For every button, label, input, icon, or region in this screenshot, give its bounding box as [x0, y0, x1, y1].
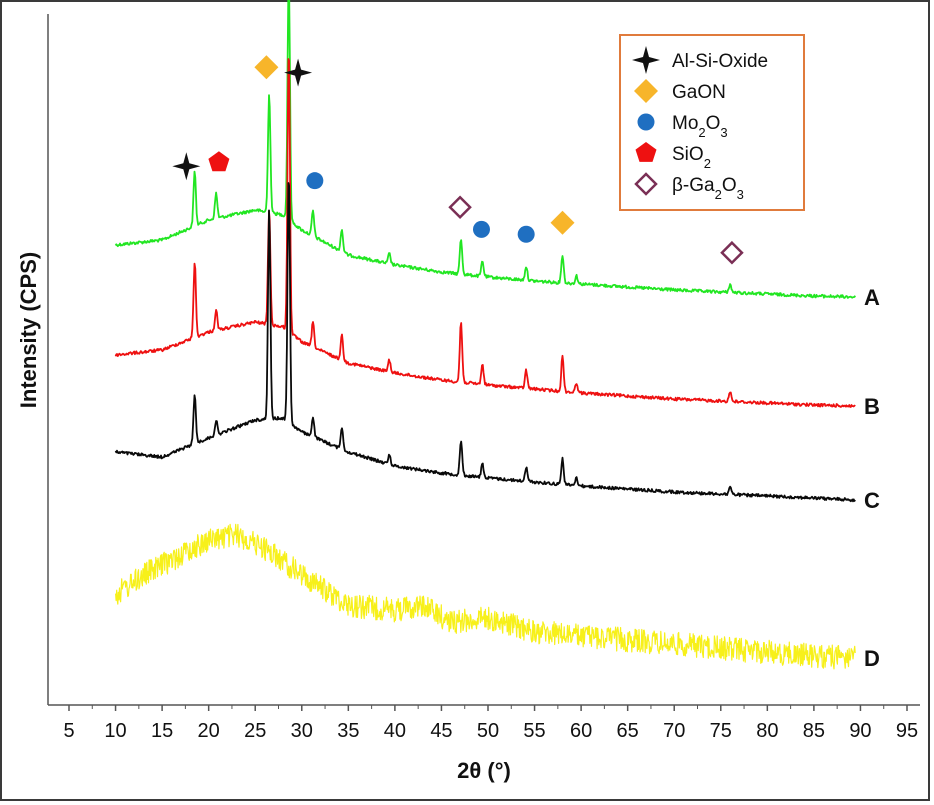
x-tick-label: 90 [849, 720, 871, 742]
x-tick-label: 95 [896, 720, 918, 742]
series-layer [114, 0, 856, 670]
x-tick-label: 60 [570, 720, 592, 742]
x-tick-label: 35 [337, 720, 359, 742]
x-tick-label: 50 [477, 720, 499, 742]
x-axis-title: 2θ (°) [457, 758, 511, 783]
phase-marker-diamond [254, 55, 279, 80]
legend-marker-diamond [634, 79, 658, 103]
legend-marker-circle [637, 113, 655, 131]
legend-marker-four-point-star [632, 46, 660, 74]
series-label-a: A [864, 285, 880, 310]
legend: Al-Si-Oxide GaON Mo2O3 SiO2 β-Ga2O3 [619, 34, 805, 211]
phase-marker-four-point-star [172, 152, 201, 181]
x-tick-label: 65 [617, 720, 639, 742]
y-axis-title: Intensity (CPS) [16, 252, 41, 408]
phase-marker-diamond [550, 210, 575, 235]
legend-label: Mo2O3 [672, 113, 728, 140]
x-tick-label: 55 [523, 720, 545, 742]
x-ticks: 5 10 15 20 25 30 35 40 45 50 55 60 65 70 75 80 85 90 95 [63, 705, 918, 742]
phase-marker-pentagon [208, 151, 230, 172]
phase-marker-circle [517, 225, 535, 243]
x-tick-label: 30 [291, 720, 313, 742]
legend-entries: Al-Si-Oxide GaON Mo2O3 SiO2 β-Ga2O3 [632, 46, 768, 202]
axes [47, 14, 920, 706]
legend-label: β-Ga2O3 [672, 175, 744, 202]
phase-marker-circle [306, 172, 324, 190]
x-tick-label: 45 [430, 720, 452, 742]
phase-marker-open-diamond [720, 240, 744, 265]
legend-label: GaON [672, 82, 726, 103]
series-label-d: D [864, 646, 880, 671]
series-line-b [114, 58, 856, 408]
legend-marker-open-diamond [634, 172, 658, 196]
x-tick-label: 75 [710, 720, 732, 742]
series-labels: A B C D [864, 285, 880, 671]
x-tick-label: 15 [151, 720, 173, 742]
x-tick-label: 80 [756, 720, 778, 742]
x-tick-label: 5 [63, 720, 74, 742]
series-line-d [115, 523, 856, 670]
x-tick-label: 10 [104, 720, 126, 742]
series-line-c [114, 182, 856, 503]
series-line-a [114, 0, 856, 299]
series-label-c: C [864, 488, 880, 513]
x-tick-label: 85 [803, 720, 825, 742]
x-tick-label: 70 [663, 720, 685, 742]
phase-marker-circle [472, 220, 490, 238]
phase-marker-four-point-star [284, 58, 313, 87]
phase-markers [172, 55, 744, 265]
legend-label: Al-Si-Oxide [672, 51, 768, 72]
legend-label: SiO2 [672, 144, 711, 171]
x-tick-label: 25 [244, 720, 266, 742]
x-tick-label: 20 [198, 720, 220, 742]
series-label-b: B [864, 394, 880, 419]
legend-marker-pentagon [635, 142, 657, 162]
x-tick-label: 40 [384, 720, 406, 742]
phase-marker-open-diamond [448, 195, 472, 220]
